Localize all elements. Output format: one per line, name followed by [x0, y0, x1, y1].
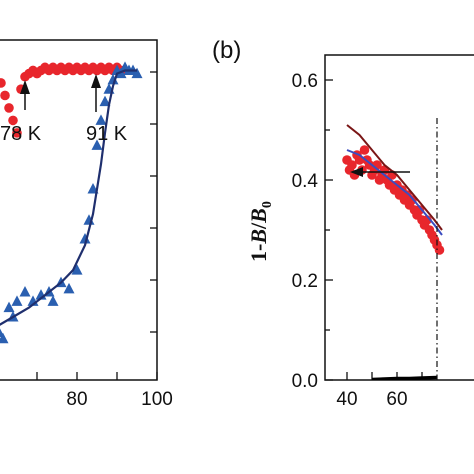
panel-b-y-tick-label-0: 0.0	[292, 371, 318, 392]
panel-b-red-point	[359, 145, 370, 155]
panel-a-red-point	[0, 78, 6, 88]
panel-a-blue-triangle-point	[91, 139, 103, 150]
panel-a-series-line	[0, 69, 137, 326]
panel-a-blue-triangle-point	[19, 286, 31, 297]
panel-a-red-point	[8, 115, 18, 126]
arrow-91k-head	[91, 74, 101, 88]
panel-b-y-tick-label-1: 0.2	[292, 271, 318, 292]
panel-a: 78 K 91 K 80 100	[0, 39, 173, 410]
panel-a-blue-triangle-point	[11, 295, 23, 306]
panel-a-blue-triangle-point	[0, 332, 9, 344]
panel-a-blue-triangle-point	[63, 282, 75, 294]
panel-b-x-tick-label-40: 40	[336, 389, 357, 410]
panel-a-red-point	[4, 103, 14, 113]
panel-b-ticks	[325, 79, 423, 381]
panel-b: (b) 1-B/B0 0.0 0.2 0.4 0.6 40 60	[212, 37, 474, 410]
panel-b-series-line	[346, 149, 443, 236]
annotation-78k: 78 K	[0, 123, 42, 145]
panel-a-blue-triangle-point	[3, 301, 15, 313]
annotation-91k: 91 K	[86, 123, 128, 145]
arrow-78k-head	[20, 80, 30, 94]
panel-b-red-point	[414, 205, 425, 215]
panel-a-red-point	[0, 90, 10, 101]
panel-a-blue-triangle-point	[99, 95, 111, 107]
panel-b-y-tick-label-3: 0.6	[292, 71, 318, 92]
panel-a-blue-triangle-point	[95, 114, 107, 125]
panel-b-red-point	[347, 160, 357, 170]
panel-b-x-tick-label-60: 60	[386, 389, 407, 410]
panel-b-series-line	[371, 375, 438, 380]
panel-a-blue-triangle-point	[47, 295, 59, 306]
panel-b-left-arrow	[350, 167, 410, 177]
panel-a-blue-triangle-point	[79, 232, 91, 244]
panel-a-frame	[0, 39, 158, 381]
panel-b-red-point	[434, 245, 445, 255]
panel-a-blue-triangle-point	[131, 67, 143, 79]
panel-a-ticks	[36, 71, 158, 380]
panel-b-y-tick-label-2: 0.4	[292, 171, 319, 192]
panel-b-y-axis-label: 1-B/B0	[246, 201, 275, 262]
panel-a-red-point	[12, 128, 22, 138]
panel-a-blue-triangle-point	[71, 264, 83, 275]
panel-a-blue-triangle-point	[107, 73, 119, 85]
panel-b-frame	[324, 54, 474, 381]
panel-a-blue-triangle-point	[0, 328, 5, 338]
panel-a-annotations: 78 K 91 K	[0, 74, 128, 145]
panel-a-x-tick-label-80: 80	[66, 389, 87, 410]
panel-b-label: (b)	[212, 37, 241, 64]
panel-a-x-tick-label-100: 100	[141, 389, 173, 410]
panel-b-series-line	[346, 124, 443, 231]
